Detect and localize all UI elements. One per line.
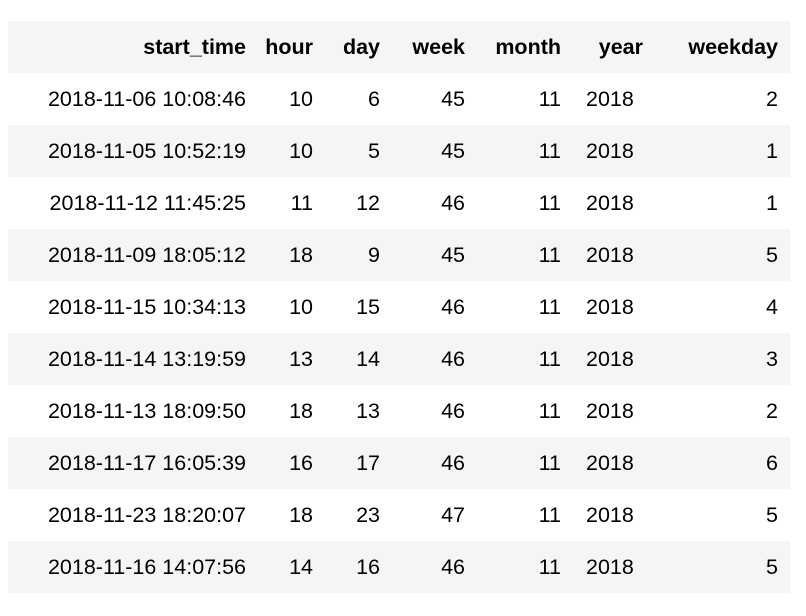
table-row: 2018-11-13 18:09:50 18 13 46 11 2018 2: [8, 385, 790, 437]
cell-week: 45: [441, 242, 465, 267]
table-row: 2018-11-05 10:52:19 10 5 45 11 2018 1: [8, 125, 790, 177]
cell-week: 46: [441, 294, 465, 319]
cell-day: 23: [356, 502, 380, 527]
cell-hour: 18: [289, 398, 313, 423]
cell-year: 2018: [586, 398, 634, 423]
table-row: 2018-11-06 10:08:46 10 6 45 11 2018 2: [8, 73, 790, 125]
cell-day: 6: [368, 86, 380, 111]
cell-hour: 14: [289, 554, 313, 579]
cell-year: 2018: [586, 294, 634, 319]
cell-week: 46: [441, 190, 465, 215]
table-row: 2018-11-14 13:19:59 13 14 46 11 2018 3: [8, 333, 790, 385]
table-row: 2018-11-12 11:45:25 11 12 46 11 2018 1: [8, 177, 790, 229]
cell-start-time: 2018-11-05 10:52:19: [47, 138, 246, 163]
cell-week: 47: [441, 502, 465, 527]
column-header-day: day: [342, 34, 380, 59]
dataframe-table: start_time hour day week month year week…: [8, 21, 790, 593]
column-header-year: year: [598, 34, 643, 59]
cell-start-time: 2018-11-16 14:07:56: [47, 554, 246, 579]
column-header-hour: hour: [265, 34, 313, 59]
cell-weekday: 3: [766, 346, 778, 371]
cell-hour: 10: [289, 294, 313, 319]
cell-week: 46: [441, 398, 465, 423]
cell-month: 11: [538, 294, 561, 319]
header-row: start_time hour day week month year week…: [8, 21, 790, 73]
cell-weekday: 2: [766, 86, 778, 111]
column-header-month: month: [495, 34, 561, 59]
cell-year: 2018: [586, 190, 634, 215]
column-header-weekday: weekday: [688, 34, 778, 59]
cell-start-time: 2018-11-12 11:45:25: [49, 190, 246, 215]
cell-year: 2018: [586, 554, 634, 579]
cell-month: 11: [538, 138, 561, 163]
table-row: 2018-11-17 16:05:39 16 17 46 11 2018 6: [8, 437, 790, 489]
cell-hour: 10: [289, 138, 313, 163]
cell-weekday: 2: [766, 398, 778, 423]
column-header-start-time: start_time: [143, 34, 246, 59]
cell-day: 9: [368, 242, 380, 267]
cell-day: 17: [356, 450, 380, 475]
cell-month: 11: [538, 554, 561, 579]
table-row: 2018-11-16 14:07:56 14 16 46 11 2018 5: [8, 541, 790, 593]
cell-start-time: 2018-11-13 18:09:50: [47, 398, 246, 423]
cell-month: 11: [538, 346, 561, 371]
cell-day: 16: [356, 554, 380, 579]
cell-weekday: 5: [766, 502, 778, 527]
dataframe-output: start_time hour day week month year week…: [8, 21, 790, 593]
cell-week: 46: [441, 450, 465, 475]
cell-start-time: 2018-11-15 10:34:13: [47, 294, 246, 319]
cell-start-time: 2018-11-23 18:20:07: [47, 502, 246, 527]
table-body: 2018-11-06 10:08:46 10 6 45 11 2018 2 2018-11-0…: [8, 73, 790, 593]
cell-month: 11: [538, 86, 561, 111]
cell-weekday: 5: [766, 554, 778, 579]
cell-day: 5: [368, 138, 380, 163]
cell-weekday: 6: [766, 450, 778, 475]
table-row: 2018-11-15 10:34:13 10 15 46 11 2018 4: [8, 281, 790, 333]
cell-day: 13: [356, 398, 380, 423]
cell-start-time: 2018-11-17 16:05:39: [47, 450, 246, 475]
cell-weekday: 5: [766, 242, 778, 267]
cell-hour: 18: [289, 242, 313, 267]
cell-start-time: 2018-11-06 10:08:46: [47, 86, 246, 111]
cell-start-time: 2018-11-09 18:05:12: [47, 242, 246, 267]
cell-month: 11: [538, 502, 561, 527]
cell-year: 2018: [586, 138, 634, 163]
cell-week: 45: [441, 86, 465, 111]
cell-weekday: 4: [766, 294, 778, 319]
cell-week: 46: [441, 346, 465, 371]
cell-day: 15: [356, 294, 380, 319]
column-header-week: week: [412, 34, 465, 59]
cell-hour: 18: [289, 502, 313, 527]
cell-start-time: 2018-11-14 13:19:59: [47, 346, 246, 371]
cell-hour: 13: [289, 346, 313, 371]
cell-day: 14: [356, 346, 380, 371]
cell-hour: 10: [289, 86, 313, 111]
cell-weekday: 1: [766, 190, 778, 215]
cell-month: 11: [538, 242, 561, 267]
cell-year: 2018: [586, 86, 634, 111]
cell-hour: 16: [289, 450, 313, 475]
cell-weekday: 1: [766, 138, 778, 163]
cell-year: 2018: [586, 346, 634, 371]
cell-day: 12: [356, 190, 380, 215]
cell-year: 2018: [586, 242, 634, 267]
cell-month: 11: [538, 450, 561, 475]
cell-year: 2018: [586, 502, 634, 527]
cell-month: 11: [538, 190, 561, 215]
table-row: 2018-11-09 18:05:12 18 9 45 11 2018 5: [8, 229, 790, 281]
table-row: 2018-11-23 18:20:07 18 23 47 11 2018 5: [8, 489, 790, 541]
cell-hour: 11: [290, 190, 313, 215]
cell-week: 46: [441, 554, 465, 579]
cell-week: 45: [441, 138, 465, 163]
cell-year: 2018: [586, 450, 634, 475]
cell-month: 11: [538, 398, 561, 423]
